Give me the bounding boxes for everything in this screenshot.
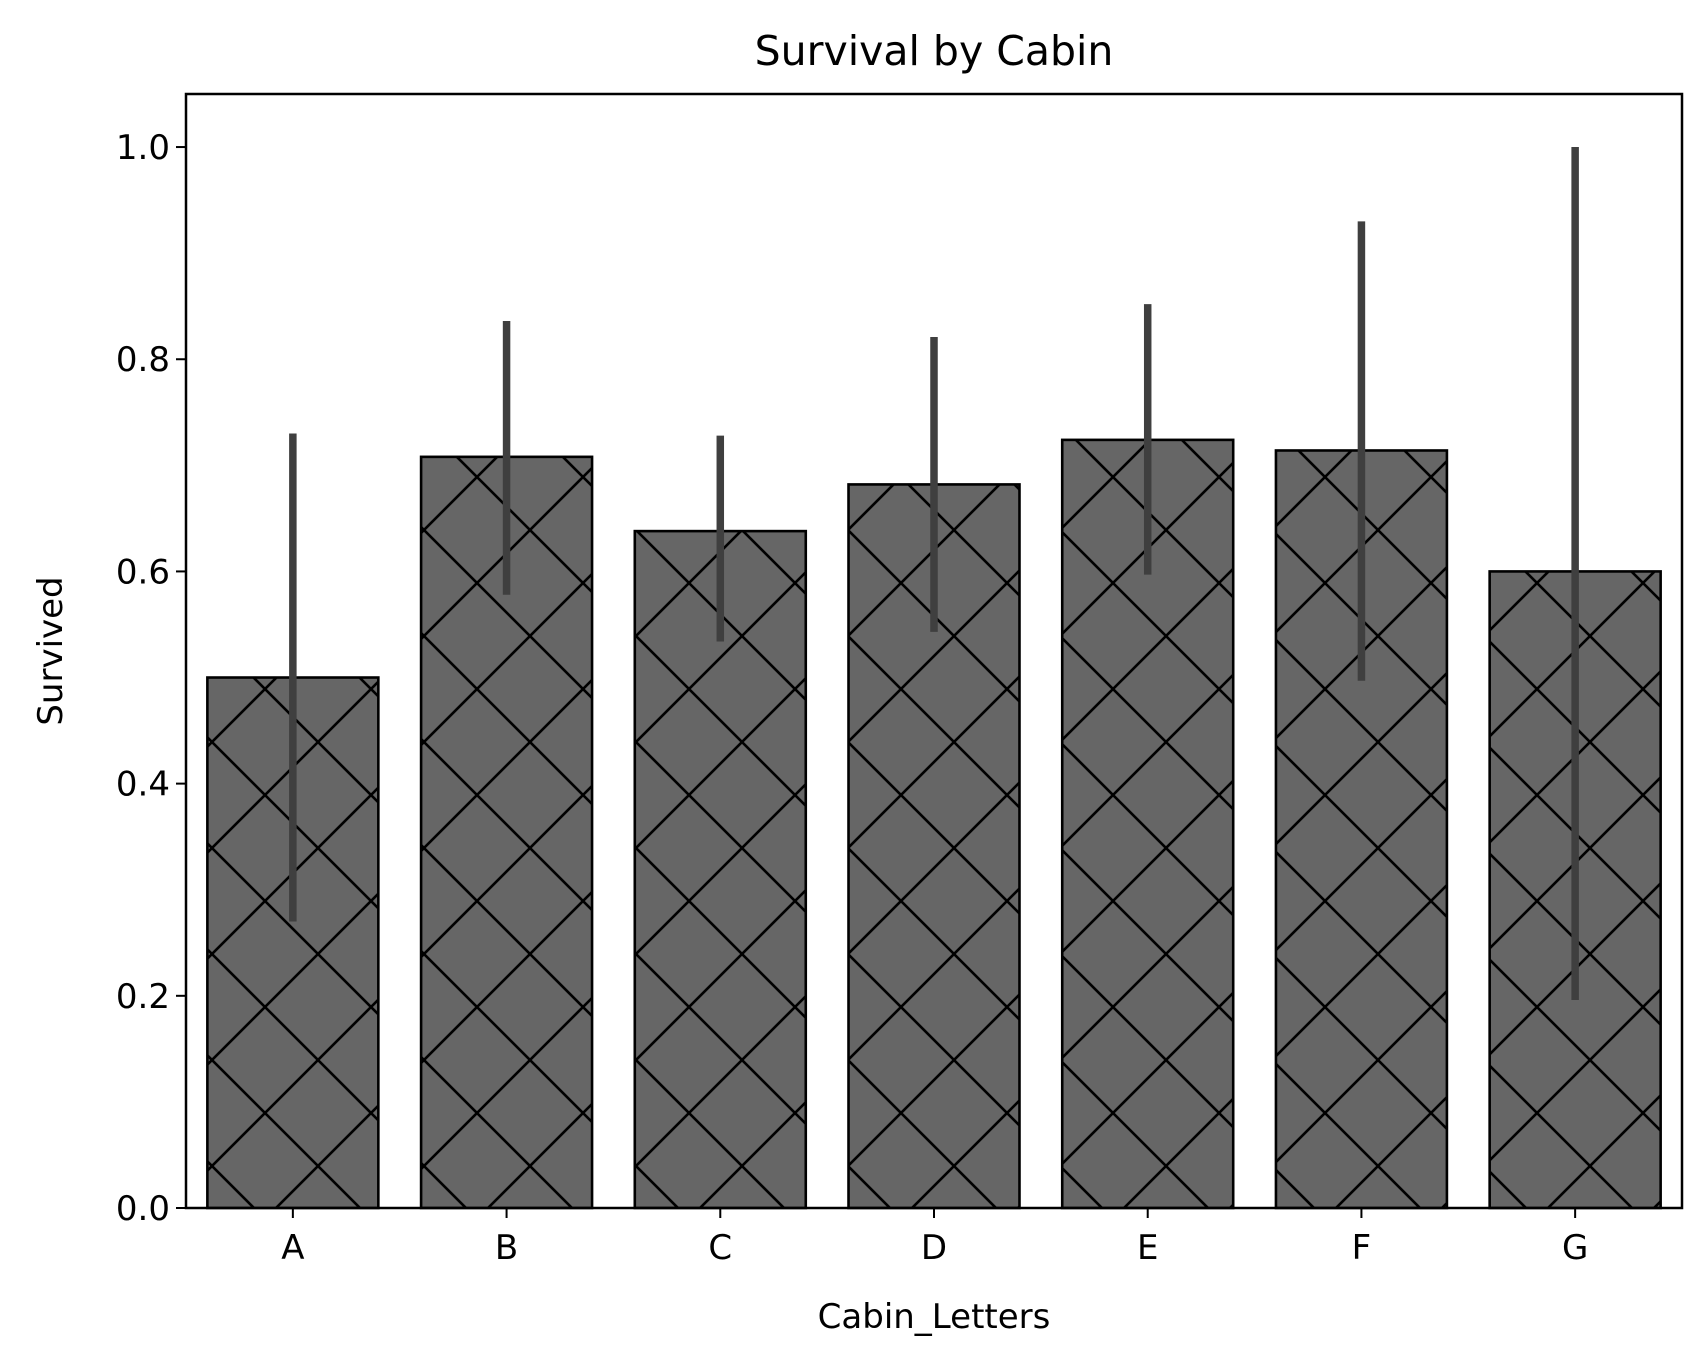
x-axis-label: Cabin_Letters xyxy=(818,1297,1051,1337)
x-tick-label-b: B xyxy=(495,1228,518,1268)
x-tick-label-f: F xyxy=(1352,1228,1372,1268)
y-tick-label: 1.0 xyxy=(116,128,170,168)
x-tick-label-c: C xyxy=(708,1228,732,1268)
x-tick-label-g: G xyxy=(1562,1228,1588,1268)
x-tick-label-a: A xyxy=(281,1228,304,1268)
y-tick-label: 0.8 xyxy=(116,340,170,380)
x-tick-label-e: E xyxy=(1137,1228,1158,1268)
y-tick-label: 0.0 xyxy=(116,1189,170,1229)
y-tick-label: 0.2 xyxy=(116,977,170,1017)
y-tick-label: 0.6 xyxy=(116,552,170,592)
x-tick-label-d: D xyxy=(921,1228,947,1268)
y-axis: 0.0 0.2 0.4 0.6 0.8 1.0 xyxy=(116,128,186,1229)
error-bars-layer xyxy=(289,147,1579,1001)
y-tick-label: 0.4 xyxy=(116,765,170,805)
chart-title: Survival by Cabin xyxy=(755,27,1114,75)
y-axis-label: Survived xyxy=(31,576,71,725)
x-axis: A B C D E F G xyxy=(281,1208,1588,1268)
